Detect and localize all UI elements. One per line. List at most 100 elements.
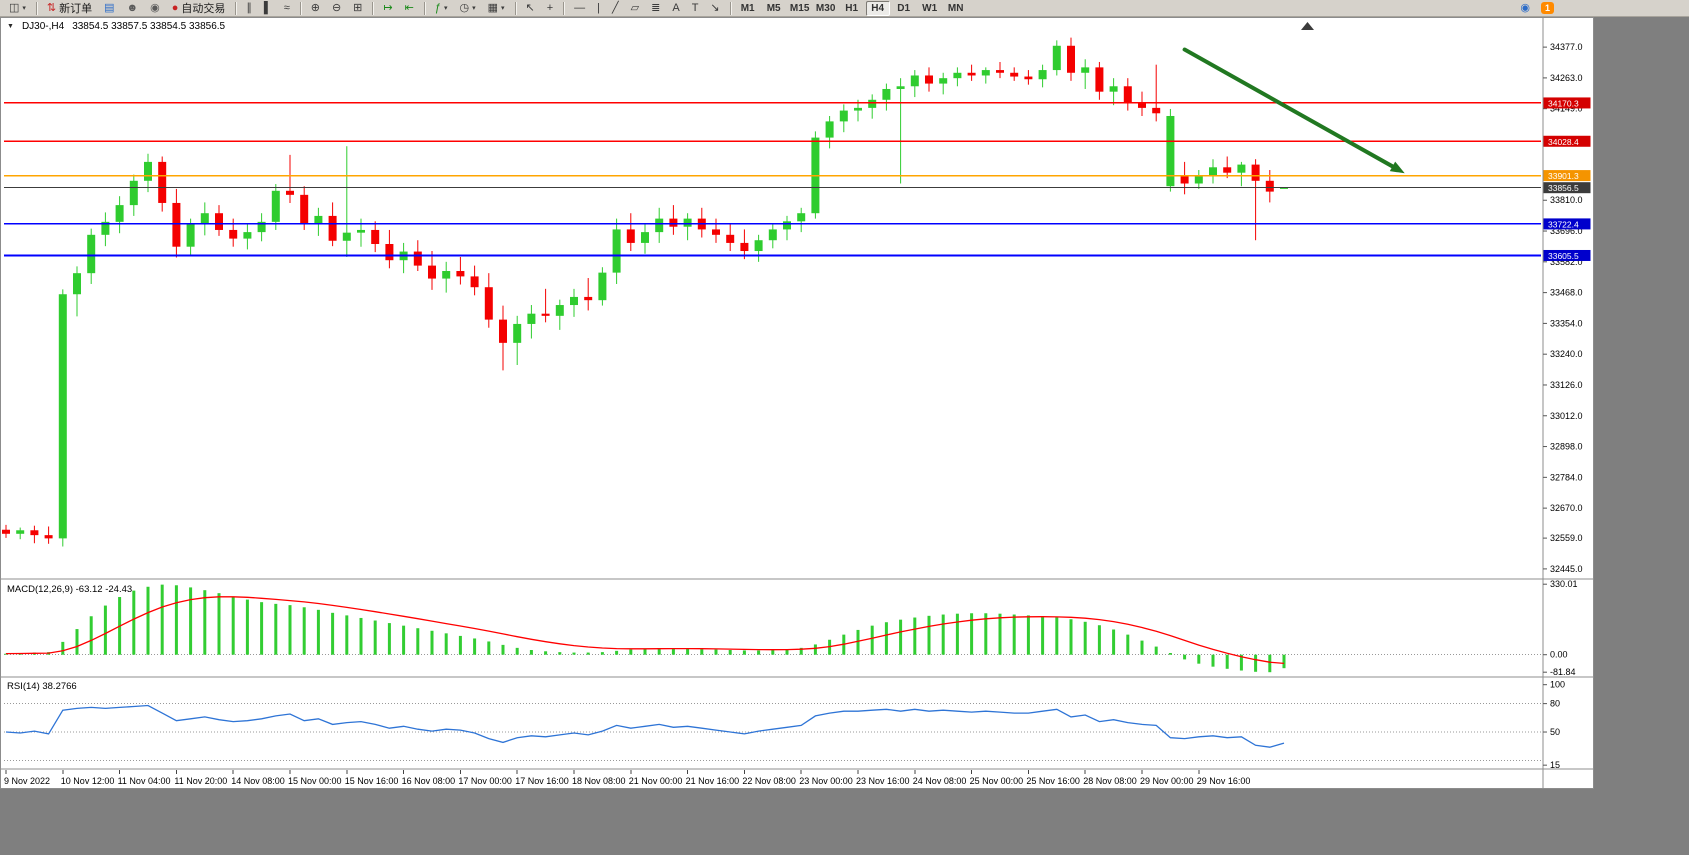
new-order-button[interactable]: ⇅ 新订单 (42, 1, 97, 16)
channel-icon: ▱ (630, 1, 640, 14)
svg-text:32670.0: 32670.0 (1550, 503, 1583, 513)
timeframe-h4-button[interactable]: H4 (865, 0, 890, 16)
notification-badge[interactable]: 1 (1540, 2, 1554, 14)
svg-text:32559.0: 32559.0 (1550, 533, 1583, 543)
timeframe-m1-button[interactable]: M1 (736, 1, 760, 16)
price-axis[interactable]: 34377.0 34263.0 34149.0 33810.0 33696.0 33582… (1542, 17, 1591, 788)
crosshair-button[interactable]: + (542, 1, 558, 16)
svg-text:15 Nov 16:00: 15 Nov 16:00 (345, 776, 399, 786)
bar-chart-button[interactable]: ∥ (241, 1, 257, 16)
label-tool-icon: T (691, 1, 699, 14)
auto-scroll-icon: ↦ (383, 1, 393, 14)
autotrade-icon: ● (171, 1, 179, 14)
templates-button[interactable]: ▦ ▾ (483, 1, 510, 16)
horizontal-line-objects[interactable] (4, 102, 1541, 257)
fibonacci-icon: ≣ (651, 1, 661, 14)
community-button[interactable]: ◉ (1515, 1, 1535, 16)
line-chart-button[interactable]: ≈ (279, 1, 295, 16)
trendline-button[interactable]: ╱ (607, 1, 624, 16)
svg-text:0.00: 0.00 (1550, 650, 1568, 660)
rsi-line (5, 704, 1285, 748)
timeframe-m30-button[interactable]: M30 (814, 1, 838, 16)
timeframe-label: W1 (922, 2, 938, 14)
svg-text:29 Nov 00:00: 29 Nov 00:00 (1140, 776, 1194, 786)
crosshair-icon: + (546, 1, 554, 14)
text-tool-button[interactable]: A (667, 1, 684, 16)
macd-signal-line (5, 596, 1285, 665)
svg-text:28 Nov 08:00: 28 Nov 08:00 (1083, 776, 1137, 786)
new-order-label: 新订单 (59, 3, 93, 15)
periods-button[interactable]: ◷ ▾ (454, 1, 480, 16)
vertical-line-button[interactable]: | (592, 1, 605, 16)
time-axis[interactable]: 9 Nov 2022 10 Nov 12:00 11 Nov 04:00 11 Nov… (4, 770, 1250, 786)
svg-text:34028.4: 34028.4 (1548, 137, 1579, 147)
timeframe-mn-button[interactable]: MN (944, 1, 968, 16)
svg-text:25 Nov 00:00: 25 Nov 00:00 (970, 776, 1024, 786)
templates-icon: ▦ (487, 1, 498, 14)
timeframe-d1-button[interactable]: D1 (892, 1, 916, 16)
toolbar-separator (35, 1, 37, 15)
toolbar-separator (299, 1, 301, 15)
timeframe-w1-button[interactable]: W1 (918, 1, 942, 16)
svg-text:33856.5: 33856.5 (1548, 183, 1579, 193)
svg-text:17 Nov 00:00: 17 Nov 00:00 (458, 776, 512, 786)
svg-text:18 Nov 08:00: 18 Nov 08:00 (572, 776, 626, 786)
chart-window[interactable]: 34377.0 34263.0 34149.0 33810.0 33696.0 33582… (0, 17, 1594, 789)
market-watch-button[interactable]: ▤ (99, 1, 119, 16)
market-watch-icon: ▤ (104, 1, 115, 14)
autotrade-button[interactable]: ● 自动交易 (167, 1, 231, 16)
channel-button[interactable]: ▱ (626, 1, 644, 16)
chart-shift-icon: ⇤ (404, 1, 414, 14)
timeframe-m15-button[interactable]: M15 (788, 1, 812, 16)
svg-text:33354.0: 33354.0 (1550, 318, 1583, 328)
auto-scroll-button[interactable]: ↦ (378, 1, 397, 16)
arrows-tool-button[interactable]: ↘ (705, 1, 724, 16)
indicators-icon: ƒ (434, 1, 441, 14)
one-click-trading-toggle[interactable]: ▼ (7, 23, 14, 30)
timeframe-m5-button[interactable]: M5 (762, 1, 786, 16)
sound-button[interactable]: ◉ (145, 1, 165, 16)
timeframe-label: H1 (845, 2, 859, 14)
timeframe-label: H4 (871, 2, 885, 14)
svg-text:33810.0: 33810.0 (1550, 195, 1583, 205)
chevron-down-icon: ▾ (22, 4, 26, 12)
zoom-in-button[interactable]: ⊕ (306, 1, 325, 16)
svg-text:21 Nov 16:00: 21 Nov 16:00 (686, 776, 740, 786)
candlestick-icon: ▌ (263, 1, 272, 14)
chevron-down-icon: ▾ (501, 4, 505, 12)
label-tool-button[interactable]: T (687, 1, 704, 16)
horizontal-line-button[interactable]: — (569, 1, 590, 16)
svg-text:22 Nov 08:00: 22 Nov 08:00 (742, 776, 796, 786)
timeframe-label: MN (947, 2, 964, 14)
timeframe-h1-button[interactable]: H1 (840, 1, 864, 16)
chart-shift-marker[interactable] (1301, 22, 1314, 30)
text-tool-icon: A (672, 1, 680, 14)
svg-text:34263.0: 34263.0 (1550, 73, 1583, 83)
navigator-button[interactable]: ☻ (122, 1, 144, 16)
tile-windows-button[interactable]: ⊞ (348, 1, 367, 16)
cursor-button[interactable]: ↖ (521, 1, 540, 16)
chart-shift-button[interactable]: ⇤ (400, 1, 419, 16)
svg-text:15: 15 (1550, 760, 1560, 770)
zoom-in-icon: ⊕ (310, 1, 320, 14)
bar-chart-icon: ∥ (246, 1, 252, 14)
trend-arrow[interactable] (1182, 47, 1405, 174)
svg-text:33468.0: 33468.0 (1550, 288, 1583, 298)
new-chart-button[interactable]: ◫ ▾ (4, 1, 31, 16)
price-chart-canvas[interactable]: 34377.0 34263.0 34149.0 33810.0 33696.0 33582… (0, 17, 1594, 789)
svg-text:33012.0: 33012.0 (1550, 411, 1583, 421)
horizontal-line-icon: — (574, 1, 586, 14)
community-icon: ◉ (1520, 1, 1530, 14)
macd-label: MACD(12,26,9) -63.12 -24.43 (7, 584, 132, 595)
svg-text:24 Nov 08:00: 24 Nov 08:00 (913, 776, 967, 786)
indicators-button[interactable]: ƒ ▾ (430, 1, 453, 16)
fibonacci-button[interactable]: ≣ (646, 1, 665, 16)
svg-text:32898.0: 32898.0 (1550, 442, 1583, 452)
svg-text:100: 100 (1550, 680, 1565, 690)
svg-text:11 Nov 04:00: 11 Nov 04:00 (118, 776, 171, 786)
candlestick-button[interactable]: ▌ (259, 1, 277, 16)
svg-text:50: 50 (1550, 727, 1560, 737)
zoom-out-button[interactable]: ⊖ (327, 1, 346, 16)
autotrade-label: 自动交易 (181, 3, 226, 15)
